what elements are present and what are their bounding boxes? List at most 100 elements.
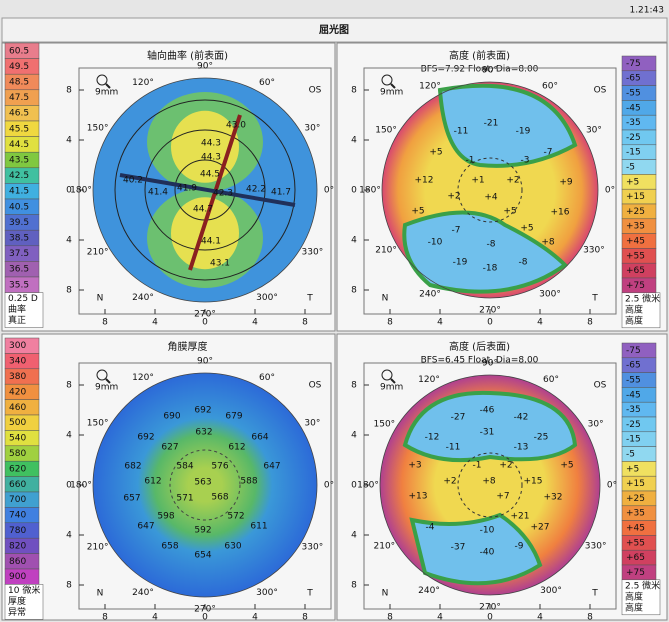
angle-label: 240° — [132, 293, 154, 303]
map-value: -10 — [428, 238, 443, 248]
angle-label: 180° — [70, 186, 92, 196]
legend-label: +65 — [626, 266, 645, 276]
map-value: 41.7 — [271, 188, 291, 198]
legend-label: -5 — [626, 163, 635, 173]
legend-label: +25 — [626, 494, 645, 504]
y-tick-label: 4 — [351, 431, 357, 441]
x-tick-label: 4 — [537, 318, 543, 328]
map-value: 42.2 — [246, 185, 266, 195]
map-value: 657 — [123, 494, 140, 504]
angle-label: 30° — [588, 420, 604, 430]
y-tick-label: 8 — [351, 86, 357, 96]
window-title: 屈光图 — [319, 23, 349, 36]
angle-label: 300° — [256, 293, 278, 303]
legend-label: -65 — [626, 74, 641, 84]
angle-label: 270° — [194, 605, 216, 615]
map-value: -25 — [534, 433, 549, 443]
map-value: +21 — [511, 512, 530, 522]
legend-label: -15 — [626, 148, 641, 158]
map-value: 632 — [195, 428, 212, 438]
zoom-icon — [381, 369, 393, 381]
map-value: -11 — [446, 443, 461, 453]
map-value: 563 — [194, 478, 211, 488]
map-value: -1 — [466, 156, 475, 166]
eye-label: OS — [309, 381, 322, 391]
panel-title: 角膜厚度 — [168, 340, 208, 353]
map-value: -18 — [483, 264, 498, 274]
map-value: -27 — [451, 413, 466, 423]
map-value: 598 — [157, 512, 174, 522]
map-value: 588 — [240, 477, 257, 487]
angle-label: 120° — [419, 82, 441, 92]
x-tick-label: 4 — [252, 613, 258, 622]
legend-label: 39.5 — [9, 218, 29, 228]
map-value: 627 — [161, 443, 178, 453]
map-value: +2 — [447, 192, 460, 202]
map-value: +2 — [499, 461, 512, 471]
map-value: -7 — [452, 226, 461, 236]
map-outline — [381, 81, 599, 299]
map-value: +7 — [496, 492, 509, 502]
clock: 1.21:43 — [629, 6, 664, 16]
angle-label: 270° — [479, 306, 501, 316]
angle-label: 90° — [197, 357, 213, 367]
map-value: -7 — [544, 148, 553, 158]
angle-label: 60° — [259, 78, 275, 88]
angle-label: 210° — [374, 542, 396, 552]
map-value: -8 — [487, 240, 496, 250]
legend-label: 49.5 — [9, 62, 29, 72]
legend-label: +5 — [626, 177, 639, 187]
y-tick-label: 0 — [351, 186, 357, 196]
x-tick-label: 0 — [487, 318, 493, 328]
legend-label: 860 — [9, 557, 26, 567]
temporal-label: T — [591, 294, 598, 304]
legend-label: +15 — [626, 479, 645, 489]
legend-label: -55 — [626, 89, 641, 99]
legend-footer — [4, 584, 44, 620]
map-value: 592 — [194, 526, 211, 536]
map-value: 576 — [211, 462, 228, 472]
angle-label: 270° — [479, 603, 501, 613]
zoom-label: 9mm — [95, 383, 118, 393]
map-value: +1 — [471, 176, 484, 186]
map-value: 40.2 — [123, 176, 143, 186]
x-tick-label: 4 — [152, 613, 158, 622]
zoom-icon — [390, 83, 396, 89]
x-tick-label: 4 — [437, 613, 443, 622]
map-value: 584 — [176, 462, 193, 472]
map-value: 692 — [194, 406, 211, 416]
legend-footer-label: 曲率 — [8, 303, 26, 315]
angle-label: 330° — [583, 246, 605, 256]
map-zone — [402, 390, 578, 463]
legend-label: 900 — [9, 572, 26, 582]
legend-footer-label: 高度 — [625, 314, 643, 326]
legend-footer-label: 厚度 — [8, 595, 26, 607]
angle-label: 240° — [419, 289, 441, 299]
y-tick-label: 4 — [66, 136, 72, 146]
y-tick-label: 8 — [66, 381, 72, 391]
x-tick-label: 0 — [487, 613, 493, 622]
angle-label: 30° — [304, 124, 320, 134]
map-value: +15 — [524, 477, 543, 487]
map-value: 43.0 — [226, 121, 246, 131]
map-value: +2 — [506, 176, 519, 186]
y-tick-label: 8 — [66, 286, 72, 296]
angle-label: 330° — [302, 248, 324, 258]
x-tick-label: 4 — [152, 318, 158, 328]
x-tick-label: 0 — [202, 318, 208, 328]
ring — [457, 157, 523, 223]
map-outline — [92, 77, 318, 303]
map — [93, 373, 317, 597]
y-tick-label: 4 — [66, 431, 72, 441]
angle-label: 300° — [540, 586, 562, 596]
map-value: 690 — [163, 412, 180, 422]
angle-label: 180° — [359, 186, 381, 196]
legend-label: 36.5 — [9, 265, 29, 275]
legend-label: +45 — [626, 524, 645, 534]
map-value: 41.4 — [148, 188, 168, 198]
legend-label: 780 — [9, 526, 26, 536]
map-value: +16 — [551, 208, 570, 218]
legend-label: 47.5 — [9, 93, 29, 103]
legend-label: 460 — [9, 403, 26, 413]
